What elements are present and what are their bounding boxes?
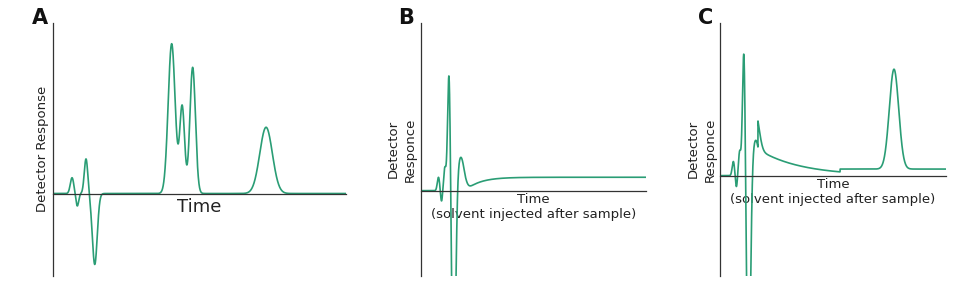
- X-axis label: Time
(solvent injected after sample): Time (solvent injected after sample): [731, 178, 936, 206]
- Text: A: A: [33, 8, 48, 28]
- Y-axis label: Detector
Responce: Detector Responce: [686, 117, 716, 182]
- X-axis label: Time
(solvent injected after sample): Time (solvent injected after sample): [431, 193, 636, 222]
- Text: C: C: [698, 8, 713, 28]
- Y-axis label: Detector Response: Detector Response: [36, 86, 49, 213]
- Text: B: B: [398, 8, 415, 28]
- Y-axis label: Detector
Responce: Detector Responce: [387, 117, 417, 182]
- X-axis label: Time: Time: [178, 198, 222, 216]
